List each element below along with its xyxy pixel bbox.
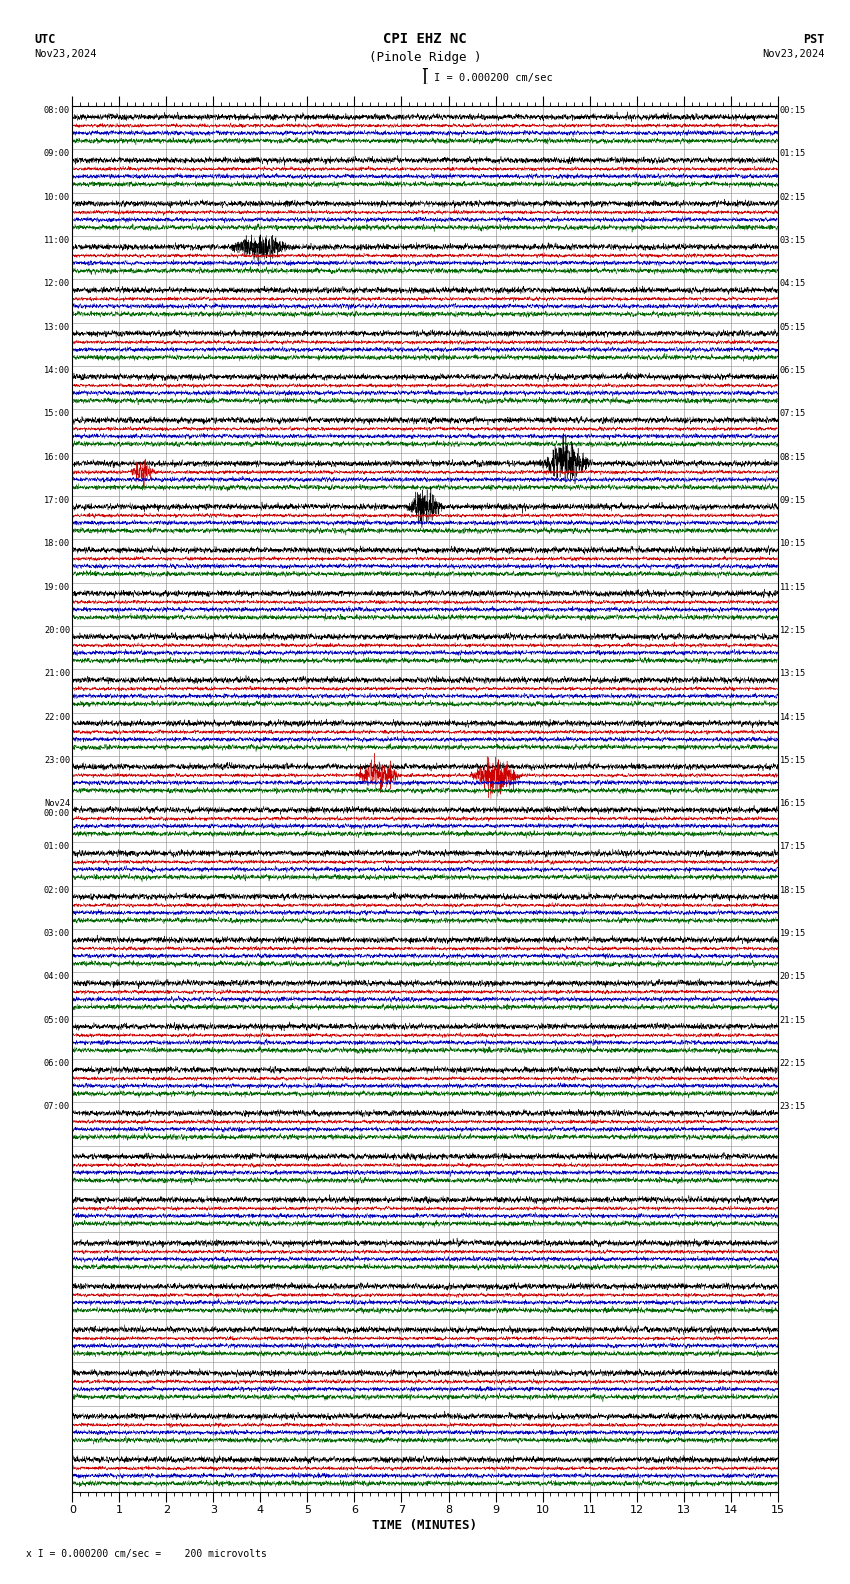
Text: 10:15: 10:15: [779, 539, 806, 548]
Text: 05:00: 05:00: [44, 1015, 71, 1025]
Text: 00:15: 00:15: [779, 106, 806, 116]
Text: (Pinole Ridge ): (Pinole Ridge ): [369, 51, 481, 63]
Text: 17:15: 17:15: [779, 843, 806, 852]
Text: 16:00: 16:00: [44, 453, 71, 461]
Text: 22:15: 22:15: [779, 1060, 806, 1068]
Text: I = 0.000200 cm/sec: I = 0.000200 cm/sec: [434, 73, 552, 82]
Text: 19:15: 19:15: [779, 930, 806, 938]
Text: 17:00: 17:00: [44, 496, 71, 505]
Text: 20:00: 20:00: [44, 626, 71, 635]
Text: CPI EHZ NC: CPI EHZ NC: [383, 32, 467, 46]
Text: 04:15: 04:15: [779, 279, 806, 288]
Text: 18:00: 18:00: [44, 539, 71, 548]
Text: 13:00: 13:00: [44, 323, 71, 331]
Text: 14:00: 14:00: [44, 366, 71, 375]
Text: 02:15: 02:15: [779, 193, 806, 201]
Text: 18:15: 18:15: [779, 885, 806, 895]
Text: 12:15: 12:15: [779, 626, 806, 635]
Text: 09:15: 09:15: [779, 496, 806, 505]
Text: Nov24
00:00: Nov24 00:00: [44, 798, 71, 817]
Text: 07:00: 07:00: [44, 1102, 71, 1112]
Text: 15:00: 15:00: [44, 409, 71, 418]
Text: 23:00: 23:00: [44, 756, 71, 765]
Text: x I = 0.000200 cm/sec =    200 microvolts: x I = 0.000200 cm/sec = 200 microvolts: [26, 1549, 266, 1559]
Text: UTC: UTC: [34, 33, 55, 46]
Text: 21:00: 21:00: [44, 668, 71, 678]
X-axis label: TIME (MINUTES): TIME (MINUTES): [372, 1519, 478, 1532]
Text: 04:00: 04:00: [44, 973, 71, 982]
Text: 21:15: 21:15: [779, 1015, 806, 1025]
Text: 15:15: 15:15: [779, 756, 806, 765]
Text: 02:00: 02:00: [44, 885, 71, 895]
Text: 12:00: 12:00: [44, 279, 71, 288]
Text: 11:00: 11:00: [44, 236, 71, 246]
Text: 03:15: 03:15: [779, 236, 806, 246]
Text: 11:15: 11:15: [779, 583, 806, 591]
Text: 01:00: 01:00: [44, 843, 71, 852]
Text: 01:15: 01:15: [779, 149, 806, 158]
Text: 08:00: 08:00: [44, 106, 71, 116]
Text: Nov23,2024: Nov23,2024: [762, 49, 824, 59]
Text: 08:15: 08:15: [779, 453, 806, 461]
Text: 05:15: 05:15: [779, 323, 806, 331]
Text: 06:15: 06:15: [779, 366, 806, 375]
Text: 10:00: 10:00: [44, 193, 71, 201]
Text: 16:15: 16:15: [779, 798, 806, 808]
Text: 13:15: 13:15: [779, 668, 806, 678]
Text: 20:15: 20:15: [779, 973, 806, 982]
Text: Nov23,2024: Nov23,2024: [34, 49, 97, 59]
Text: 22:00: 22:00: [44, 713, 71, 721]
Text: 23:15: 23:15: [779, 1102, 806, 1112]
Text: PST: PST: [803, 33, 824, 46]
Text: 07:15: 07:15: [779, 409, 806, 418]
Text: 03:00: 03:00: [44, 930, 71, 938]
Text: 06:00: 06:00: [44, 1060, 71, 1068]
Text: 14:15: 14:15: [779, 713, 806, 721]
Text: 09:00: 09:00: [44, 149, 71, 158]
Text: 19:00: 19:00: [44, 583, 71, 591]
